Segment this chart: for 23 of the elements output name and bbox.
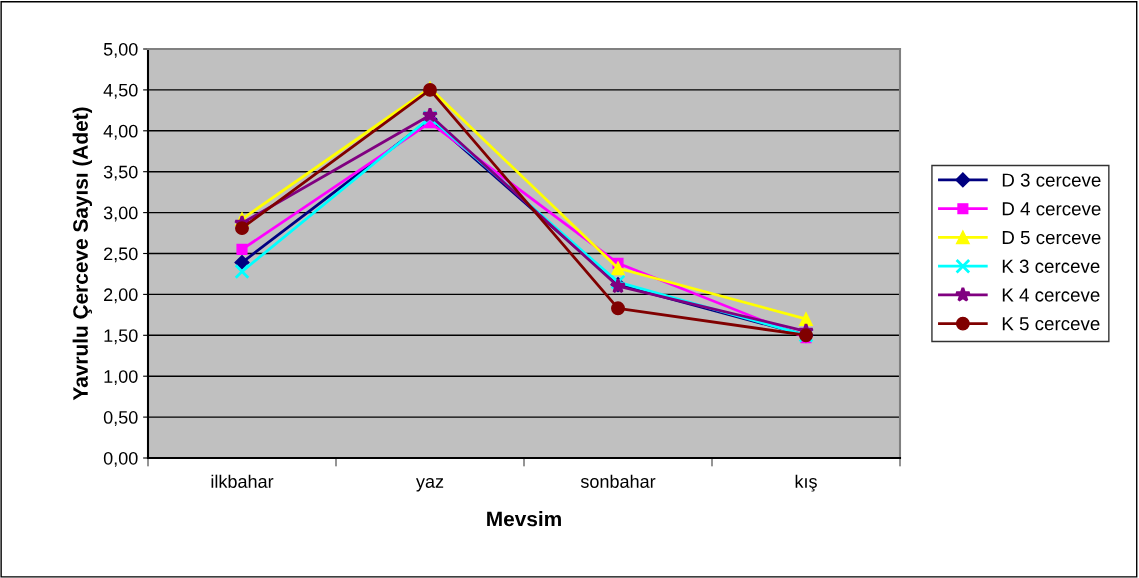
y-axis-title: Yavrulu Çerceve Sayısı (Adet) bbox=[72, 107, 93, 401]
y-tick-label: 3,50 bbox=[103, 165, 138, 181]
legend-label: K 3 cerceve bbox=[1002, 259, 1100, 273]
x-axis-title: Mevsim bbox=[487, 511, 561, 527]
legend-label: D 3 cerceve bbox=[1002, 173, 1101, 187]
y-tick-label: 5,00 bbox=[103, 42, 138, 58]
x-tick-label: yaz bbox=[416, 478, 444, 492]
y-tick-label: 0,00 bbox=[103, 451, 138, 467]
y-tick-label: 4,50 bbox=[103, 83, 138, 99]
y-tick-label: 1,00 bbox=[104, 370, 138, 386]
legend-label: D 4 cerceve bbox=[1002, 202, 1101, 216]
x-tick-label: kış bbox=[795, 474, 817, 492]
y-tick-label: 4,00 bbox=[103, 124, 138, 140]
y-tick-label: 2,00 bbox=[104, 288, 138, 304]
legend-label: K 4 cerceve bbox=[1002, 288, 1100, 302]
y-tick-label: 1,50 bbox=[104, 329, 138, 345]
y-tick-label: 3,00 bbox=[103, 206, 138, 222]
y-tick-label: 0,50 bbox=[103, 411, 138, 426]
x-tick-label: ilkbahar bbox=[211, 474, 274, 488]
x-tick-label: sonbahar bbox=[580, 474, 656, 488]
legend-label: K 5 cerceve bbox=[1002, 317, 1100, 331]
y-tick-label: 2,50 bbox=[104, 247, 138, 263]
legend-label: D 5 cerceve bbox=[1002, 231, 1101, 245]
